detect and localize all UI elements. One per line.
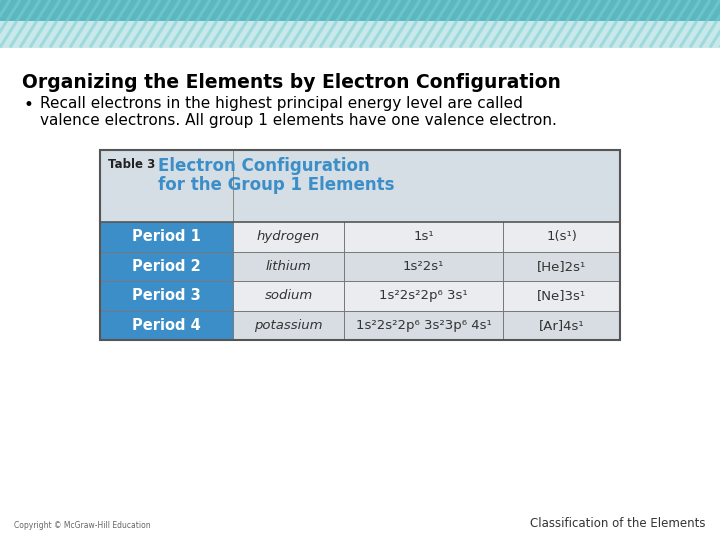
Text: Recall electrons in the highest principal energy level are called: Recall electrons in the highest principa… — [40, 96, 523, 111]
Bar — [0, 0, 720, 21]
Bar — [233, 310, 344, 340]
Text: 1s¹: 1s¹ — [413, 230, 434, 243]
Text: Table 3: Table 3 — [108, 158, 156, 171]
Text: lithium: lithium — [266, 260, 311, 273]
Text: Period 4: Period 4 — [132, 318, 201, 333]
Bar — [100, 150, 620, 340]
Text: Copyright © McGraw-Hill Education: Copyright © McGraw-Hill Education — [14, 521, 150, 530]
Bar — [503, 222, 620, 252]
Text: 1(s¹): 1(s¹) — [546, 230, 577, 243]
Text: Period 1: Period 1 — [132, 230, 201, 244]
Text: for the Group 1 Elements: for the Group 1 Elements — [158, 176, 395, 194]
Bar — [344, 222, 503, 252]
Bar — [503, 281, 620, 310]
Bar — [503, 310, 620, 340]
Text: •: • — [24, 96, 34, 114]
Text: Period 2: Period 2 — [132, 259, 201, 274]
Bar — [344, 281, 503, 310]
Bar — [100, 222, 233, 252]
Bar — [100, 281, 233, 310]
Bar — [100, 252, 233, 281]
Text: 1s²2s¹: 1s²2s¹ — [403, 260, 444, 273]
Bar — [344, 252, 503, 281]
Bar — [233, 222, 344, 252]
Text: valence electrons. All group 1 elements have one valence electron.: valence electrons. All group 1 elements … — [40, 113, 557, 128]
Text: sodium: sodium — [264, 289, 312, 302]
Bar — [503, 252, 620, 281]
Text: [Ne]3s¹: [Ne]3s¹ — [537, 289, 586, 302]
Text: [Ar]4s¹: [Ar]4s¹ — [539, 319, 585, 332]
Bar — [100, 310, 233, 340]
Text: 1s²2s²2p⁶ 3s¹: 1s²2s²2p⁶ 3s¹ — [379, 289, 468, 302]
Text: hydrogen: hydrogen — [257, 230, 320, 243]
Bar — [0, 21, 720, 48]
Text: [He]2s¹: [He]2s¹ — [537, 260, 586, 273]
Bar — [233, 252, 344, 281]
Text: Organizing the Elements by Electron Configuration: Organizing the Elements by Electron Conf… — [22, 73, 561, 92]
Bar — [233, 281, 344, 310]
Bar — [100, 150, 620, 222]
Text: Classification of the Elements: Classification of the Elements — [531, 517, 706, 530]
Bar — [344, 310, 503, 340]
Text: potassium: potassium — [254, 319, 323, 332]
Text: 1s²2s²2p⁶ 3s²3p⁶ 4s¹: 1s²2s²2p⁶ 3s²3p⁶ 4s¹ — [356, 319, 492, 332]
Text: Electron Configuration: Electron Configuration — [158, 157, 370, 175]
Text: Period 3: Period 3 — [132, 288, 201, 303]
